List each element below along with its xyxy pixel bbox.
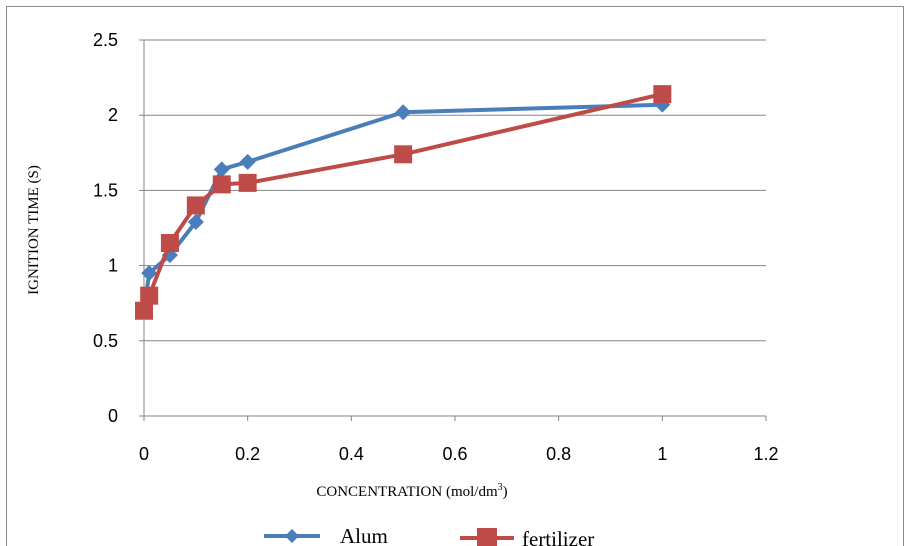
y-tick-label: 2 (108, 105, 118, 125)
data-point-fertilizer (394, 145, 413, 164)
legend-item-fertilizer: fertilizer (460, 527, 594, 546)
data-point-fertilizer (238, 173, 257, 192)
y-tick-label: 1.5 (93, 180, 118, 200)
x-tick-label: 0.2 (235, 444, 260, 464)
x-axis-tick-labels: 0 0.2 0.4 0.6 0.8 1 1.2 (139, 444, 779, 464)
data-point-alum (187, 213, 204, 230)
legend-label-fertilizer: fertilizer (522, 527, 594, 546)
x-tick-label: 0.6 (442, 444, 467, 464)
y-axis-title: IGNITION TIME (S) (26, 165, 42, 295)
x-tick-label: 1 (657, 444, 667, 464)
x-axis-title-main: CONCENTRATION (mol/dm (316, 484, 498, 500)
data-point-fertilizer (135, 301, 153, 320)
x-tick-label: 0 (139, 444, 149, 464)
data-point-alum (141, 265, 158, 282)
y-tick-label: 0.5 (93, 331, 118, 351)
series-line-alum (142, 102, 663, 311)
data-point-fertilizer (653, 85, 672, 104)
data-point-fertilizer (160, 234, 179, 253)
y-axis-tick-labels: 0 0.5 1 1.5 2 2.5 (93, 30, 118, 426)
legend-square-marker-fertilizer (477, 528, 497, 546)
x-axis-title: CONCENTRATION (mol/dm3) (316, 482, 507, 500)
gridlines (139, 39, 767, 421)
x-tick-label: 0.4 (339, 444, 364, 464)
legend: Alum fertilizer (264, 524, 594, 546)
series-alum (136, 96, 671, 319)
x-axis-title-superscript: 3 (498, 482, 503, 493)
y-tick-label: 1 (108, 256, 118, 276)
series-group (135, 85, 672, 320)
series-line-fertilizer (142, 92, 663, 312)
y-tick-label: 0 (108, 406, 118, 426)
series-fertilizer (135, 85, 672, 320)
data-point-alum (239, 153, 256, 170)
data-point-alum (395, 104, 412, 121)
x-axis-title-end: ) (503, 484, 508, 500)
data-point-fertilizer (140, 286, 159, 305)
legend-diamond-marker-alum (285, 529, 299, 543)
data-point-fertilizer (186, 196, 205, 215)
legend-label-alum: Alum (340, 524, 388, 546)
x-tick-label: 1.2 (753, 444, 778, 464)
data-point-alum (213, 161, 230, 178)
data-point-fertilizer (212, 175, 231, 194)
legend-item-alum: Alum (264, 524, 388, 546)
y-tick-label: 2.5 (93, 30, 118, 50)
x-tick-label: 0.8 (546, 444, 571, 464)
